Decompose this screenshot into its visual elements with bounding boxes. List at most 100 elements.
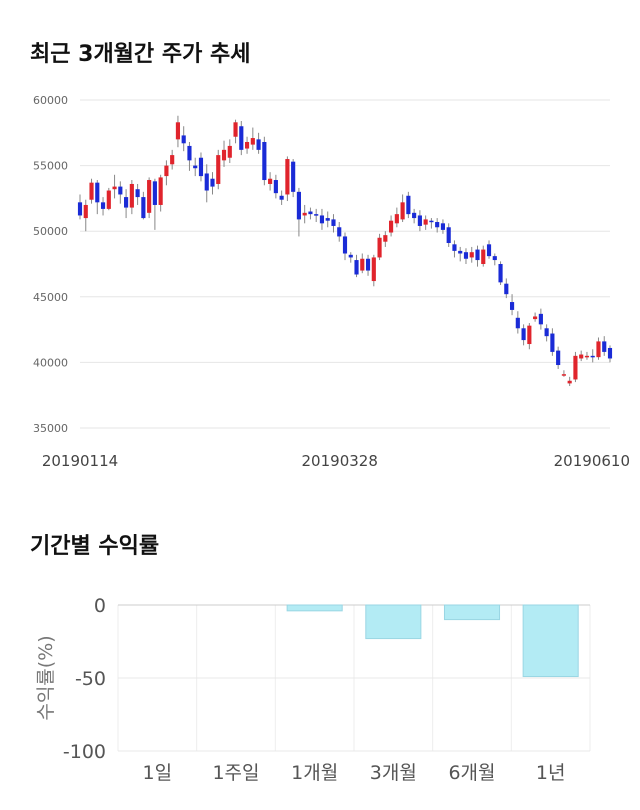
candle (383, 231, 388, 247)
candle-body (262, 141, 267, 181)
candle-body (602, 341, 607, 352)
category-label: 1개월 (291, 762, 338, 784)
candle-body (567, 380, 572, 384)
candle-body (135, 189, 140, 198)
candle (463, 248, 469, 264)
candle-body (406, 195, 411, 215)
candle-body (475, 249, 480, 261)
candle (256, 132, 261, 154)
candle (198, 152, 204, 182)
x-date-label: 20190114 (42, 452, 118, 470)
candle-body (296, 191, 301, 220)
candle-body (204, 173, 209, 191)
x-date-label: 20190328 (302, 452, 378, 470)
candle-body (331, 219, 336, 226)
candle-body (337, 227, 342, 237)
candle-body (579, 354, 584, 359)
candle-body (452, 244, 457, 251)
candle (596, 337, 601, 360)
candle-body (141, 197, 146, 219)
candle (273, 174, 278, 199)
candle-body (216, 155, 221, 184)
candle (561, 370, 566, 377)
candle-body (106, 190, 111, 209)
candle (579, 350, 584, 362)
candle (141, 191, 146, 220)
candle-body (319, 215, 325, 224)
candle-body (118, 186, 123, 195)
candle (268, 172, 273, 191)
candle (533, 312, 538, 322)
candle-body (446, 227, 451, 244)
candle (429, 218, 434, 229)
candle-body (112, 186, 117, 190)
candle-body (175, 122, 181, 140)
candle (83, 199, 88, 232)
candle (550, 328, 555, 356)
candle-body (77, 202, 83, 216)
candle (365, 254, 371, 276)
price-candlestick-chart: 60000 55000 50000 45000 40000 35000 20190114 20… (33, 94, 630, 470)
category-label: 6개월 (448, 762, 495, 784)
candle-body (89, 182, 94, 200)
candle-body (584, 355, 590, 358)
candle (452, 240, 457, 258)
candle (325, 211, 330, 228)
candle-body (83, 204, 88, 219)
y-tick-label: -100 (63, 741, 106, 763)
candle-body (221, 149, 227, 161)
candle-body (152, 181, 157, 205)
candle-body (354, 260, 359, 275)
return-bar (443, 604, 501, 621)
candle-body (302, 212, 307, 216)
candle (515, 311, 520, 334)
candle (233, 119, 238, 144)
candle-body (515, 317, 520, 329)
candle-body (458, 250, 463, 254)
category-label: 1년 (536, 762, 566, 784)
candle (164, 160, 169, 186)
candle (504, 278, 509, 299)
candle-body (377, 237, 382, 258)
candle (458, 246, 463, 262)
candle-body (596, 341, 601, 358)
candle-body (556, 350, 561, 366)
y-axis-label: 수익률(%) (35, 635, 57, 720)
candle (175, 115, 181, 148)
candle (607, 345, 613, 363)
candle (250, 127, 255, 150)
candle (279, 190, 284, 205)
candle (521, 324, 526, 346)
candle-body (590, 355, 595, 358)
candle (204, 164, 209, 203)
candle-body (509, 302, 515, 310)
candle-body (486, 244, 492, 257)
candle (158, 174, 163, 212)
candle-body (244, 141, 250, 149)
candle (527, 323, 532, 350)
candle-body (383, 235, 388, 242)
candle (89, 178, 94, 204)
candle-body (544, 328, 549, 337)
candle (77, 194, 83, 220)
candle (406, 191, 411, 219)
candle (423, 215, 428, 230)
candle-body (365, 258, 371, 271)
candle (302, 204, 307, 224)
candle (319, 208, 325, 230)
candle (285, 156, 290, 202)
candle-body (348, 254, 353, 258)
candle-body (325, 218, 330, 221)
candle-body (95, 182, 100, 203)
candle (394, 207, 399, 228)
candle (538, 308, 543, 330)
candle-body (129, 183, 134, 208)
candle (296, 187, 301, 237)
y-tick-label: 40000 (33, 356, 68, 369)
period-returns-title: 기간별 수익률 (30, 534, 160, 559)
candle (400, 194, 405, 223)
candle-body (250, 138, 255, 145)
candle (498, 261, 503, 285)
candle-body (521, 328, 526, 341)
